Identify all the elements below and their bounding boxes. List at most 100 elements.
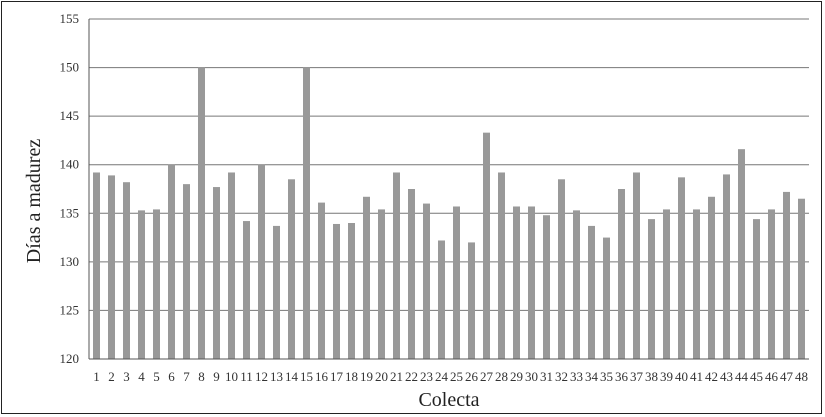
bar <box>348 223 355 359</box>
bar <box>333 223 340 359</box>
x-tick-label: 23 <box>420 369 433 384</box>
bar <box>393 172 400 359</box>
x-tick-label: 27 <box>480 369 494 384</box>
bar <box>603 237 610 359</box>
x-tick-label: 34 <box>585 369 599 384</box>
x-tick-label: 24 <box>435 369 449 384</box>
x-tick-label: 4 <box>138 369 145 384</box>
bar <box>243 221 250 359</box>
bar <box>408 189 415 359</box>
x-tick-label: 6 <box>168 369 175 384</box>
bar <box>738 149 745 359</box>
x-axis-title: Colecta <box>418 389 479 411</box>
bar <box>798 198 805 359</box>
x-tick-label: 40 <box>675 369 688 384</box>
x-tick-label: 32 <box>555 369 568 384</box>
x-tick-label: 18 <box>345 369 358 384</box>
y-tick-labels: 120 125 130 135 140 145 150 155 <box>60 11 80 366</box>
y-tick-label: 150 <box>60 60 80 75</box>
bar <box>93 172 100 359</box>
x-tick-label: 17 <box>330 369 344 384</box>
y-tick-label: 135 <box>60 205 80 220</box>
y-tick-label: 120 <box>60 351 80 366</box>
bar <box>168 164 175 359</box>
bar <box>678 177 685 359</box>
x-tick-label: 29 <box>510 369 523 384</box>
x-tick-label: 33 <box>570 369 583 384</box>
y-tick-label: 140 <box>60 157 80 172</box>
bar <box>633 172 640 359</box>
x-tick-label: 31 <box>540 369 553 384</box>
x-tick-label: 25 <box>450 369 463 384</box>
x-tick-label: 16 <box>315 369 329 384</box>
x-tick-label: 14 <box>285 369 299 384</box>
bar <box>153 209 160 359</box>
bar <box>543 215 550 359</box>
bar <box>438 240 445 359</box>
x-tick-label: 13 <box>270 369 283 384</box>
x-tick-label: 46 <box>765 369 779 384</box>
bar <box>138 210 145 359</box>
bar <box>588 225 595 359</box>
bar <box>573 210 580 359</box>
bar <box>258 164 265 359</box>
y-tick-label: 130 <box>60 254 80 269</box>
bar <box>108 175 115 359</box>
y-axis-title: Días a madurez <box>23 139 45 264</box>
x-tick-label: 43 <box>720 369 733 384</box>
bar <box>423 203 430 359</box>
x-tick-label: 44 <box>735 369 749 384</box>
x-tick-label: 12 <box>255 369 268 384</box>
x-tick-label: 19 <box>360 369 373 384</box>
x-tick-label: 7 <box>183 369 190 384</box>
x-tick-label: 2 <box>108 369 115 384</box>
bar <box>123 182 130 359</box>
x-tick-label: 38 <box>645 369 658 384</box>
bars <box>93 67 805 360</box>
bar <box>648 219 655 359</box>
x-tick-label: 15 <box>300 369 313 384</box>
bar <box>378 209 385 359</box>
x-tick-label: 1 <box>93 369 100 384</box>
x-tick-label: 37 <box>630 369 644 384</box>
x-tick-label: 9 <box>213 369 220 384</box>
bar <box>768 209 775 359</box>
y-tick-label: 125 <box>60 302 80 317</box>
x-tick-label: 20 <box>375 369 388 384</box>
x-tick-label: 45 <box>750 369 763 384</box>
x-tick-labels: 1 2 3 4 5 6 7 8 9 10 11 12 13 14 15 16 17 18 19 20 21 22 23 24 2… <box>93 369 808 384</box>
bar <box>708 196 715 359</box>
bar <box>198 67 205 360</box>
bar <box>513 206 520 359</box>
bar <box>468 242 475 359</box>
gridlines <box>89 18 809 360</box>
bar <box>693 209 700 359</box>
x-tick-label: 11 <box>240 369 253 384</box>
bar <box>273 225 280 359</box>
bar <box>753 219 760 359</box>
y-tick-label: 145 <box>60 108 80 123</box>
bar <box>663 209 670 359</box>
bar <box>558 179 565 359</box>
y-tick-label: 155 <box>60 11 80 26</box>
bar <box>528 206 535 359</box>
bar <box>783 191 790 359</box>
x-tick-label: 47 <box>780 369 794 384</box>
x-tick-label: 26 <box>465 369 479 384</box>
x-tick-label: 36 <box>615 369 629 384</box>
x-tick-label: 22 <box>405 369 418 384</box>
x-tick-label: 8 <box>198 369 205 384</box>
x-tick-label: 5 <box>153 369 160 384</box>
bar <box>363 196 370 359</box>
bar <box>723 174 730 359</box>
bar <box>318 202 325 359</box>
x-tick-label: 3 <box>123 369 130 384</box>
bar <box>303 67 310 360</box>
x-tick-label: 28 <box>495 369 508 384</box>
x-tick-label: 10 <box>225 369 238 384</box>
x-tick-label: 42 <box>705 369 718 384</box>
x-tick-label: 30 <box>525 369 538 384</box>
bar <box>213 187 220 359</box>
x-tick-label: 35 <box>600 369 613 384</box>
bar <box>498 172 505 359</box>
